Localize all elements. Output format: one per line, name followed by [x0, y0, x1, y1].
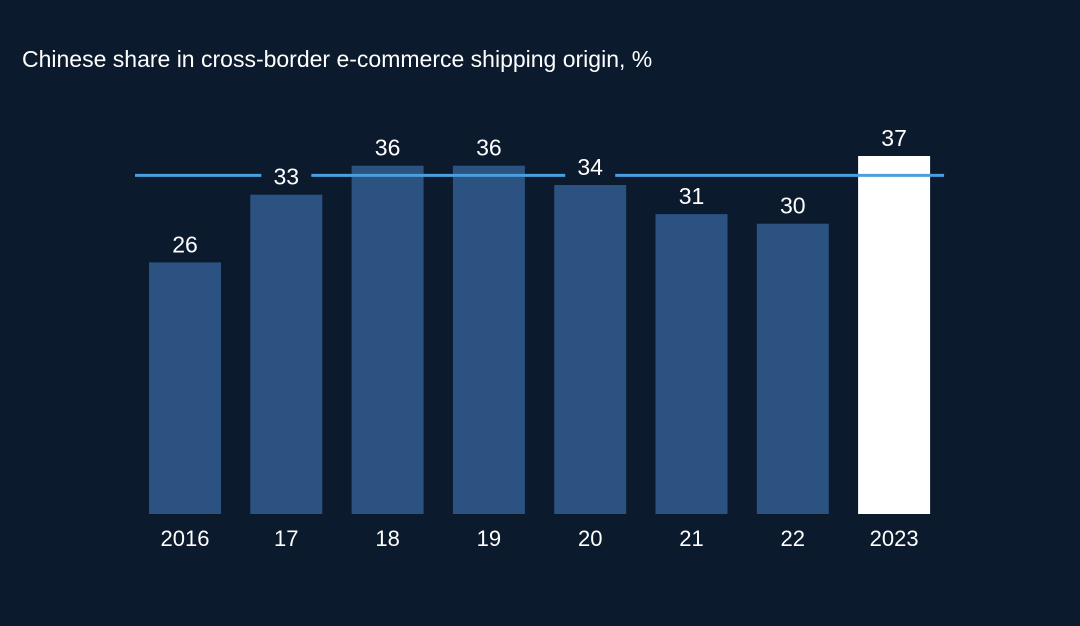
x-axis-ticks: 2016 17 18 19 20 21 22 2023 [161, 526, 919, 551]
bar-2023 [858, 156, 931, 514]
bar-22 [756, 223, 829, 514]
bar-18 [351, 165, 424, 514]
tick-label-19: 19 [477, 526, 501, 551]
tick-label-18: 18 [375, 526, 399, 551]
bar-19 [452, 165, 525, 514]
data-label-2016: 26 [172, 231, 198, 257]
tick-label-17: 17 [274, 526, 298, 551]
data-labels-layer: 26 33 36 36 34 31 30 37 [172, 125, 907, 257]
tick-label-20: 20 [578, 526, 602, 551]
bars-layer [149, 156, 931, 514]
bar-20 [554, 185, 627, 514]
bar-2016 [149, 262, 221, 514]
tick-label-22: 22 [781, 526, 805, 551]
data-label-18: 36 [375, 135, 401, 161]
data-label-21: 31 [679, 183, 705, 209]
chart-title: Chinese share in cross-border e-commerce… [22, 46, 653, 72]
bar-17 [250, 194, 323, 514]
data-label-17: 33 [274, 164, 300, 190]
bar-21 [655, 214, 728, 514]
tick-label-21: 21 [679, 526, 703, 551]
tick-label-2023: 2023 [870, 526, 919, 551]
data-label-2023: 37 [881, 125, 907, 151]
data-label-22: 30 [780, 193, 806, 219]
data-label-19: 36 [476, 135, 502, 161]
tick-label-2016: 2016 [161, 526, 210, 551]
data-label-20: 34 [577, 154, 603, 180]
